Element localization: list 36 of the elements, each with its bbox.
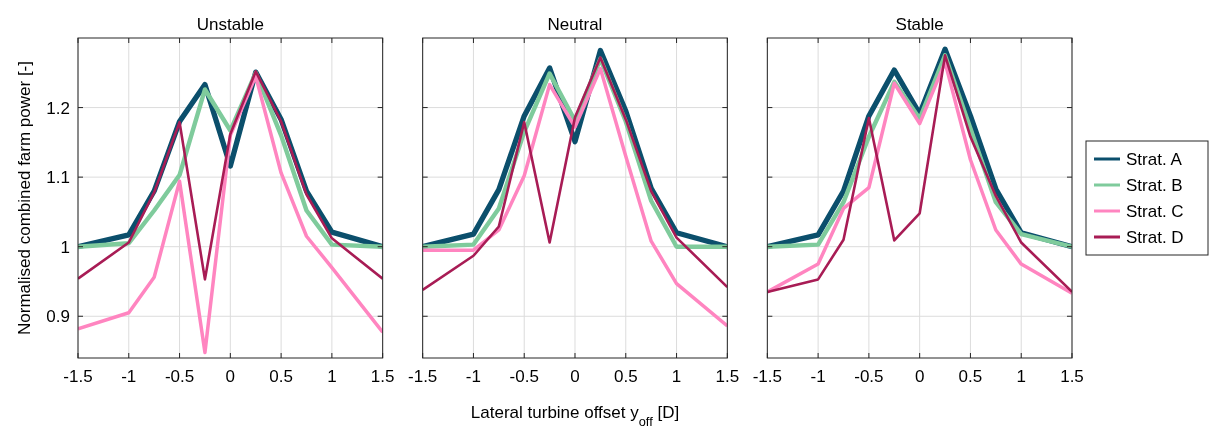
- x-tick-label: 0.5: [613, 367, 638, 386]
- y-axis-title: Normalised combined farm power [-]: [15, 61, 34, 335]
- x-tick-label: 1.5: [715, 367, 740, 386]
- x-tick-label: -1.5: [408, 367, 438, 386]
- x-tick-label: -1.5: [752, 367, 782, 386]
- x-tick-label: 0: [570, 367, 580, 386]
- legend-label: Strat. A: [1126, 149, 1183, 169]
- x-tick-label: 0.5: [269, 367, 293, 386]
- x-tick-label: -0.5: [164, 367, 195, 386]
- x-tick-label: 0: [914, 367, 925, 386]
- y-tick-label: 1: [60, 237, 70, 257]
- x-tick-label: -1: [810, 367, 826, 386]
- y-tick-label: 0.9: [46, 307, 70, 327]
- line-series: [78, 74, 383, 355]
- chart-title: Neutral: [547, 15, 603, 34]
- chart-title: Unstable: [196, 15, 264, 34]
- line-series: [78, 70, 383, 281]
- x-tick-label: 1.5: [1060, 367, 1084, 386]
- x-tick-label: 1: [671, 367, 682, 386]
- x-tick-label: 1.5: [370, 367, 395, 386]
- legend-label: Strat. B: [1126, 175, 1183, 195]
- x-tick-label: -1: [121, 367, 137, 386]
- x-tick-label: 1: [327, 367, 337, 386]
- y-tick-label: 1.2: [46, 98, 70, 118]
- x-tick-label: 0.5: [958, 367, 983, 386]
- x-tick-label: 0: [225, 367, 236, 386]
- legend-label: Strat. C: [1126, 201, 1184, 221]
- x-tick-label: -1.5: [63, 367, 93, 386]
- legend-label: Strat. D: [1126, 227, 1184, 247]
- y-tick-label: 1.1: [46, 168, 70, 188]
- x-tick-label: -0.5: [509, 367, 539, 386]
- x-tick-label: -1: [465, 367, 482, 386]
- chart-title: Stable: [895, 15, 944, 34]
- x-axis-title: Lateral turbine offset y$_{off}$ [D]: [470, 403, 680, 429]
- x-tick-label: -0.5: [854, 367, 884, 386]
- x-tick-label: 1: [1016, 367, 1026, 386]
